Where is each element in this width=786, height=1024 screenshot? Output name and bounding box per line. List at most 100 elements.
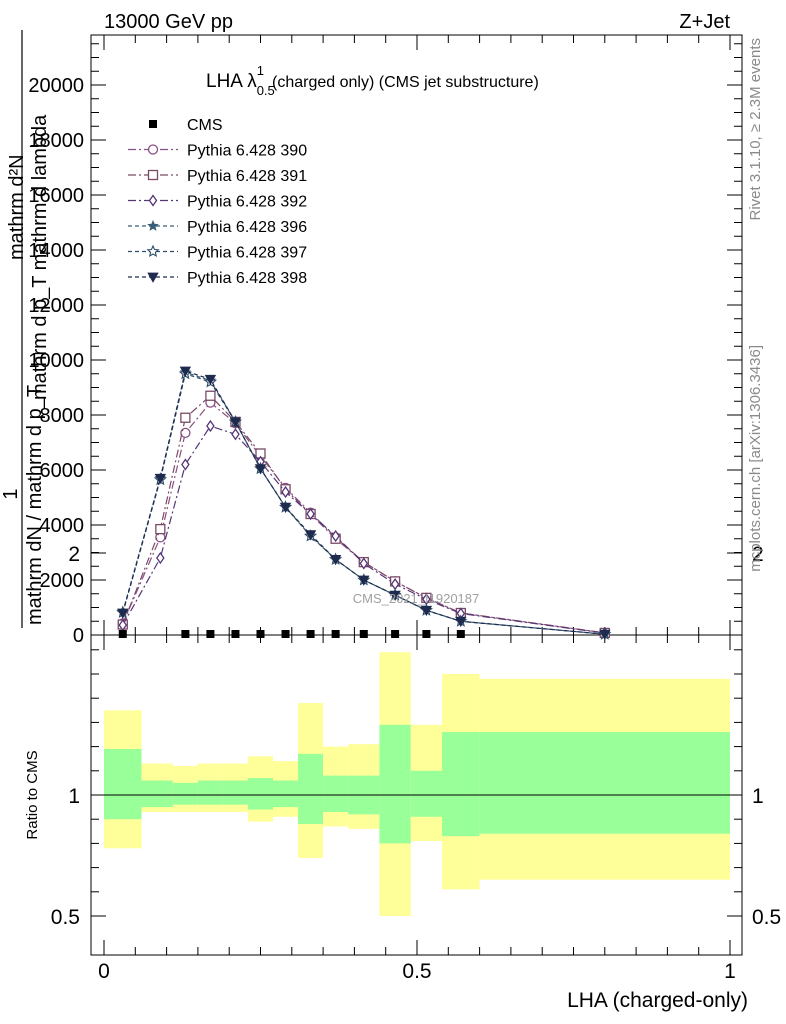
- header-left: 13000 GeV pp: [104, 11, 233, 33]
- ratio-band-inner: [247, 778, 274, 810]
- ratio-band-inner: [442, 732, 480, 837]
- ratio-bands: [104, 652, 730, 916]
- ratio-y-tick-label-right: 1: [752, 785, 764, 808]
- main-y-tick-label: 20000: [28, 75, 84, 97]
- x-axis-label: LHA (charged-only): [567, 989, 748, 1012]
- main-y-label-den: mathrm dN / mathrm d p_T: [24, 385, 46, 625]
- plot-title-sup: 1: [257, 63, 264, 78]
- series-point: [204, 374, 217, 386]
- series-point: [599, 629, 611, 640]
- series-point: [231, 428, 240, 441]
- series-point: [306, 507, 315, 521]
- legend-label: Pythia 6.428 392: [187, 194, 307, 211]
- mcplots-credit: mcplots.cern.ch [arXiv:1306.3436]: [747, 345, 764, 572]
- legend-label: Pythia 6.428 390: [187, 143, 307, 160]
- legend-entry-5: Pythia 6.428 397: [128, 245, 307, 262]
- ratio-band-inner: [197, 780, 223, 805]
- cms-point: [206, 630, 215, 638]
- series-line: [122, 394, 605, 634]
- cms-point: [306, 630, 315, 638]
- watermark: CMS_2021_I1920187: [353, 591, 480, 606]
- ratio-band-inner: [323, 775, 349, 812]
- series-point: [229, 417, 242, 428]
- legend-label: Pythia 6.428 397: [187, 245, 307, 262]
- series-point: [205, 390, 216, 401]
- series-point: [358, 575, 370, 586]
- x-ticks: 0 0.5 1: [98, 35, 736, 983]
- legend-marker: [147, 144, 159, 155]
- series-point: [179, 366, 192, 377]
- legend-label: Pythia 6.428 398: [187, 270, 307, 287]
- series-line: [122, 370, 605, 635]
- ratio-y-label: Ratio to CMS: [24, 750, 41, 839]
- legend-entry-cms: CMS: [149, 117, 223, 134]
- main-y-label-num-2: mathrm d p_T mathrm d lambda: [29, 114, 51, 400]
- legend-entry-4: Pythia 6.428 396: [128, 219, 307, 236]
- series-point: [117, 608, 129, 619]
- main-y-tick-label: 8000: [40, 405, 85, 427]
- series-point: [180, 427, 191, 439]
- ratio-y-tick-label-right: 2: [752, 543, 764, 566]
- series-point: [281, 485, 290, 499]
- legend-marker: [148, 194, 158, 207]
- ratio-band-inner: [273, 780, 299, 808]
- series-point: [331, 529, 340, 543]
- main-y-label: mathrm d²N mathrm d p_T mathrm d lambda …: [0, 30, 51, 628]
- x-tick-label: 1: [724, 960, 736, 983]
- legend: CMS Pythia 6.428 390 Pythia 6.428 391 Pythi…: [128, 117, 307, 287]
- series-point: [206, 419, 215, 433]
- main-y-tick-label: 2000: [40, 570, 85, 592]
- rivet-credit: Rivet 3.1.10, ≥ 2.3M events: [747, 38, 764, 221]
- cms-point: [422, 630, 431, 638]
- x-tick-label: 0: [98, 960, 110, 983]
- legend-marker: [146, 244, 160, 258]
- cms-point: [256, 630, 265, 638]
- series-point: [180, 412, 191, 423]
- main-y-tick-label: 14000: [28, 240, 84, 262]
- main-y-tick-label: 12000: [28, 295, 84, 317]
- ratio-band-inner: [141, 780, 173, 808]
- series-point: [304, 530, 317, 541]
- main-y-tick-label: 18000: [28, 130, 84, 152]
- series-point: [389, 590, 401, 601]
- x-tick-label: 0.5: [402, 960, 431, 983]
- plot-title-rest: (charged only) (CMS jet substructure): [272, 74, 539, 91]
- cms-points: [118, 630, 465, 638]
- cms-point: [181, 630, 190, 638]
- plot-title-sub: 0.5: [257, 83, 275, 98]
- plot-title-main: LHA λ: [206, 71, 257, 92]
- plot-title: LHA λ0.5 1 (charged only) (CMS jet substru…: [206, 63, 539, 98]
- main-y-tick-label: 10000: [28, 350, 84, 372]
- legend-entry-3: Pythia 6.428 392: [128, 194, 307, 211]
- ratio-band-inner: [479, 732, 730, 834]
- main-y-tick-label: 4000: [40, 515, 85, 537]
- cms-point: [359, 630, 368, 638]
- series-point: [455, 616, 467, 628]
- legend-entry-6: Pythia 6.428 398: [128, 270, 307, 287]
- ratio-y-tick-label: 2: [68, 543, 80, 566]
- series-line: [122, 401, 605, 634]
- series-point: [156, 551, 165, 565]
- legend-entry-2: Pythia 6.428 391: [128, 168, 307, 185]
- legend-marker: [147, 169, 159, 181]
- series-point: [420, 605, 433, 617]
- main-y-label-one: 1: [0, 488, 22, 499]
- legend-label: Pythia 6.428 396: [187, 219, 307, 236]
- ratio-band-inner: [172, 782, 198, 805]
- series-point: [279, 502, 292, 513]
- legend-marker: [147, 272, 159, 283]
- main-y-tick-label: 6000: [40, 460, 85, 482]
- header-right: Z+Jet: [679, 11, 730, 33]
- series-layer: [116, 366, 612, 640]
- legend-marker: [149, 120, 157, 128]
- cms-point: [456, 630, 465, 638]
- cms-point: [231, 630, 240, 638]
- ratio-band-inner: [379, 724, 411, 844]
- main-y-tick-label: 16000: [28, 185, 84, 207]
- series-point: [154, 473, 167, 485]
- series-line: [122, 425, 605, 634]
- legend-entry-1: Pythia 6.428 390: [128, 143, 307, 160]
- cms-point: [331, 630, 340, 638]
- legend-label: Pythia 6.428 391: [187, 168, 307, 185]
